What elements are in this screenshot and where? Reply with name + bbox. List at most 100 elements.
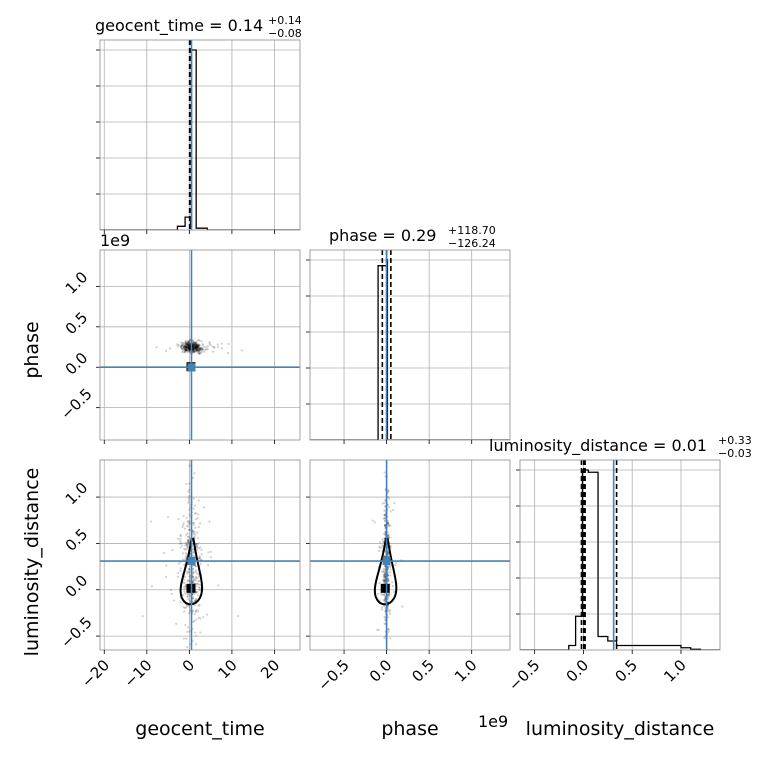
scatter-point bbox=[373, 521, 377, 524]
scatter-point bbox=[187, 343, 190, 347]
scatter-point bbox=[204, 348, 207, 351]
scatter-point bbox=[187, 525, 190, 528]
scatter-point bbox=[196, 349, 199, 352]
scatter-point bbox=[386, 520, 390, 523]
scatter-point bbox=[197, 575, 201, 578]
scatter-point bbox=[187, 592, 190, 596]
scatter-point bbox=[187, 342, 191, 345]
scatter-point bbox=[206, 564, 210, 567]
scatter-point bbox=[383, 555, 387, 558]
scatter-point bbox=[179, 546, 182, 549]
scatter-point bbox=[185, 348, 188, 351]
scatter-point bbox=[197, 542, 200, 545]
scatter-point bbox=[380, 544, 384, 547]
truth-marker bbox=[187, 363, 196, 372]
scatter-point bbox=[185, 543, 189, 547]
scatter-point bbox=[196, 516, 199, 520]
y-tick-label: −0.5 bbox=[57, 385, 95, 423]
histogram-geocent-time bbox=[100, 49, 300, 230]
scatter-point bbox=[196, 347, 199, 350]
scatter-point bbox=[194, 345, 197, 349]
scatter-point bbox=[185, 346, 188, 350]
scatter-point bbox=[198, 589, 201, 592]
scatter-point bbox=[195, 546, 199, 549]
scatter-point bbox=[197, 345, 200, 348]
scatter-point bbox=[188, 344, 192, 347]
scatter-point bbox=[195, 543, 198, 546]
scatter-point bbox=[198, 556, 201, 559]
scatter-point bbox=[383, 598, 386, 601]
scatter-point bbox=[188, 346, 192, 349]
scatter-point bbox=[382, 593, 386, 596]
scatter-point bbox=[207, 551, 210, 554]
scatter-point bbox=[188, 349, 191, 352]
xlabel-luminosity-distance: luminosity_distance bbox=[526, 718, 715, 740]
title-geocent-time: geocent_time = 0.14 bbox=[95, 16, 263, 36]
scatter-point bbox=[196, 348, 199, 351]
panel-content bbox=[100, 250, 300, 440]
scatter-point bbox=[187, 346, 190, 350]
scatter-point bbox=[186, 579, 189, 582]
y-tick-label: 0.5 bbox=[62, 525, 92, 555]
y-tick-label: 0.0 bbox=[62, 349, 92, 379]
scatter-point bbox=[383, 471, 386, 474]
scatter-point bbox=[197, 546, 201, 550]
scatter-point bbox=[185, 349, 188, 352]
scatter-point bbox=[387, 593, 391, 596]
scatter-point bbox=[195, 343, 198, 347]
scatter-point bbox=[388, 592, 391, 595]
scatter-point bbox=[187, 540, 190, 544]
scatter-point bbox=[198, 586, 201, 589]
scatter-point bbox=[183, 610, 186, 613]
scatter-point bbox=[198, 604, 201, 607]
scatter-point bbox=[194, 346, 197, 349]
scatter-point bbox=[187, 541, 191, 544]
xlabel-geocent-time: geocent_time bbox=[135, 718, 264, 740]
scatter-point bbox=[192, 567, 195, 570]
scatter-point bbox=[183, 582, 186, 585]
scatter-point bbox=[197, 580, 200, 583]
scatter-point bbox=[194, 565, 197, 568]
scatter-point bbox=[187, 570, 191, 574]
x-tick-label: −0.5 bbox=[314, 656, 352, 694]
scatter-point bbox=[386, 568, 390, 571]
scatter-point bbox=[183, 590, 186, 593]
scatter-point bbox=[185, 341, 188, 345]
scatter-point bbox=[183, 348, 186, 351]
scatter-point bbox=[177, 572, 180, 575]
scatter-point bbox=[194, 534, 197, 537]
panel-content bbox=[310, 250, 510, 440]
scatter-point bbox=[186, 346, 189, 349]
scatter-point bbox=[181, 343, 184, 347]
scatter-point bbox=[186, 604, 189, 607]
scatter-point bbox=[194, 348, 198, 351]
scatter-point bbox=[184, 544, 187, 547]
scatter-point bbox=[184, 552, 187, 555]
scatter-point bbox=[195, 348, 198, 351]
scatter-point bbox=[188, 528, 191, 531]
scatter-point bbox=[193, 619, 196, 623]
scatter-point bbox=[192, 532, 195, 535]
scatter-point bbox=[382, 532, 386, 536]
scatter-point bbox=[199, 522, 202, 525]
scatter-point bbox=[165, 564, 168, 567]
scatter-point bbox=[383, 604, 386, 608]
scatter-point bbox=[191, 346, 195, 350]
scatter-point bbox=[192, 579, 195, 582]
scatter-point bbox=[387, 577, 390, 580]
scatter-point bbox=[192, 347, 195, 350]
scatter-point bbox=[383, 568, 386, 571]
scatter-point bbox=[198, 579, 201, 582]
scatter-point bbox=[387, 579, 390, 582]
scatter-point bbox=[176, 537, 180, 540]
truth-marker bbox=[382, 557, 391, 566]
scatter-point bbox=[197, 346, 200, 349]
scatter-point bbox=[388, 536, 391, 539]
scatter-point bbox=[379, 546, 382, 550]
scatter-point bbox=[196, 345, 199, 348]
scatter-point bbox=[195, 340, 198, 343]
scatter-point bbox=[383, 524, 387, 527]
scatter-point bbox=[188, 575, 191, 579]
x-tick-label: 1.0 bbox=[660, 656, 690, 686]
scatter-point bbox=[192, 348, 195, 351]
